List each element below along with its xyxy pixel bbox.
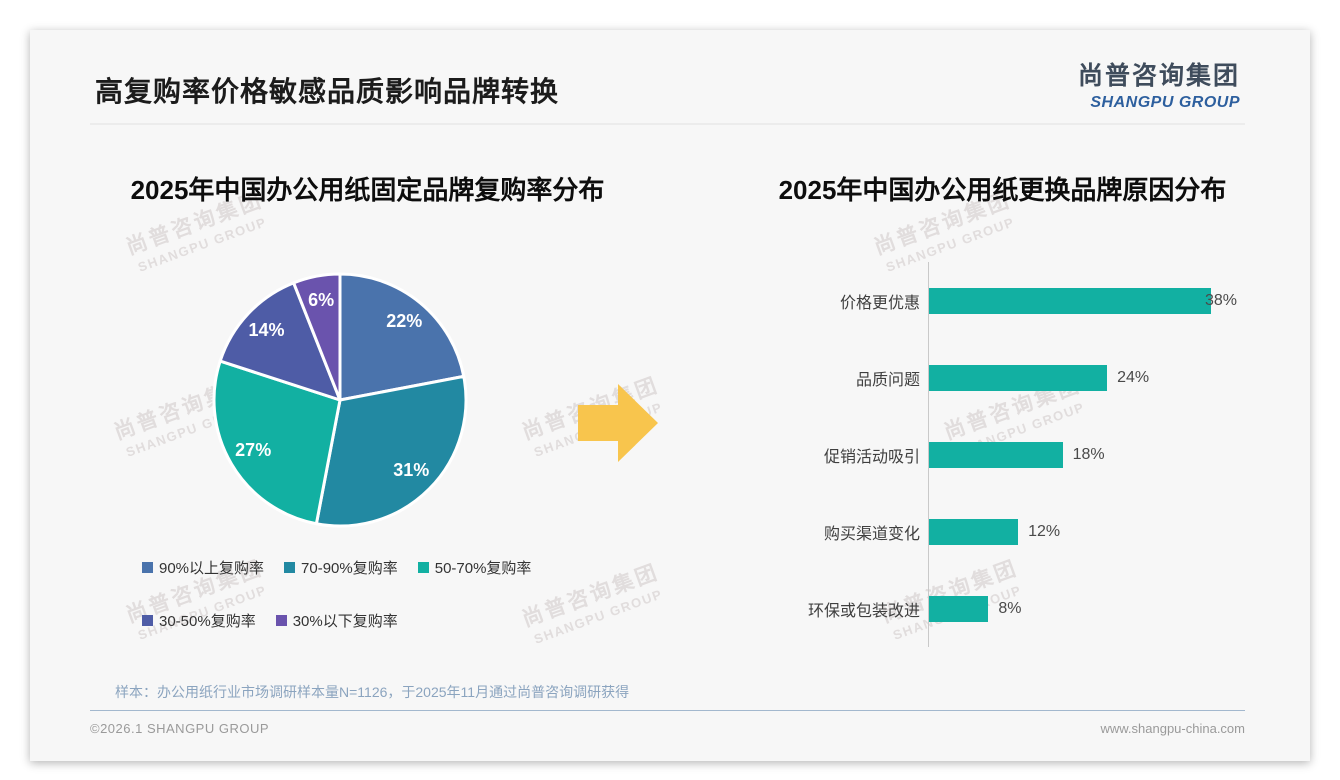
pie-slice-label: 6% [308, 290, 334, 310]
bar-fill [929, 287, 1211, 314]
pie-legend: 90%以上复购率 70-90%复购率 50-70%复购率 30-50%复购率 30%以下… [142, 557, 597, 631]
legend-swatch [417, 562, 429, 573]
bar-row: 促销活动吸引 18% [755, 416, 1255, 493]
bar-row: 购买渠道变化 12% [755, 493, 1255, 570]
pie-chart: 22% 31% 27% 14% 6% [212, 272, 468, 528]
bar-value-label: 18% [1072, 445, 1105, 463]
bar-chart: 价格更优惠 38% 品质问题 24% 促销活动吸引 18% 购买渠道变化 12% 环保或包装改进… [755, 262, 1255, 647]
bar-chart-rows: 价格更优惠 38% 品质问题 24% 促销活动吸引 18% 购买渠道变化 12% 环保或包装改进… [755, 262, 1255, 647]
bar-chart-title: 2025年中国办公用纸更换品牌原因分布 [778, 175, 1227, 205]
legend-swatch [142, 562, 153, 573]
footer-website: www.shangpu-china.com [1100, 721, 1245, 736]
bar-row: 价格更优惠 38% [755, 262, 1255, 339]
bar-fill [929, 518, 1019, 545]
pie-slice-label: 27% [235, 440, 271, 460]
bar-chart-axis [928, 262, 929, 647]
bar-value-label: 38% [1205, 291, 1238, 309]
legend-label: 90%以上复购率 [159, 560, 265, 577]
legend-item: 50-70%复购率 [417, 557, 532, 578]
pie-slice-label: 22% [386, 311, 422, 331]
legend-item: 90%以上复购率 [142, 557, 264, 578]
title-divider [90, 123, 1245, 125]
legend-label: 70-90%复购率 [301, 560, 398, 577]
sample-note: 样本：办公用纸行业市场调研样本量N=1126，于2025年11月通过尚普咨询调研… [115, 684, 630, 700]
bar-category-label: 环保或包装改进 [807, 602, 920, 620]
pie-slice [292, 272, 342, 402]
footer-copyright: ©2026.1 SHANGPU GROUP [90, 721, 270, 736]
legend-label: 30%以下复购率 [292, 613, 398, 630]
bar-category-label: 品质问题 [855, 371, 920, 389]
bar-row: 品质问题 24% [755, 339, 1255, 416]
right-arrow-icon [578, 384, 658, 462]
footer-divider [90, 710, 1245, 711]
legend-item: 30%以下复购率 [275, 610, 398, 631]
bar-fill [929, 595, 989, 622]
legend-swatch [142, 615, 153, 626]
logo-cn-text: 尚普咨询集团 [1077, 62, 1240, 90]
logo: 尚普咨询集团 SHANGPU GROUP [1078, 56, 1240, 112]
legend-item: 30-50%复购率 [142, 610, 256, 631]
legend-swatch [284, 562, 296, 573]
pie-slice [314, 374, 468, 528]
pie-slice [212, 359, 342, 526]
bar-category-label: 购买渠道变化 [823, 525, 920, 543]
legend-label: 30-50%复购率 [159, 613, 256, 630]
pie-slice-label: 14% [248, 320, 284, 340]
bar-row: 环保或包装改进 8% [755, 570, 1255, 647]
bar-fill [929, 364, 1108, 391]
logo-en-text: SHANGPU GROUP [1090, 94, 1240, 111]
pie-slice [338, 272, 466, 402]
page-title: 高复购率价格敏感品质影响品牌转换 [95, 76, 560, 107]
bar-track: 38% [929, 287, 1255, 314]
legend-swatch [275, 615, 287, 626]
bar-value-label: 24% [1117, 368, 1150, 386]
bar-category-label: 促销活动吸引 [823, 448, 920, 466]
pie-chart-title: 2025年中国办公用纸固定品牌复购率分布 [130, 175, 605, 205]
slide-card: 尚普咨询集团 SHANGPU GROUP 尚普咨询集团 SHANGPU GROUP 尚普… [30, 30, 1310, 761]
bar-category-label: 价格更优惠 [839, 294, 920, 312]
bar-track: 18% [929, 441, 1255, 468]
pie-slice-label: 31% [393, 460, 429, 480]
bar-value-label: 8% [998, 599, 1022, 617]
legend-item: 70-90%复购率 [284, 557, 398, 578]
bar-track: 12% [929, 518, 1255, 545]
bar-track: 8% [929, 595, 1255, 622]
pie-slice [218, 281, 342, 402]
legend-label: 50-70%复购率 [434, 560, 532, 577]
bar-fill [929, 441, 1063, 468]
bar-track: 24% [929, 364, 1255, 391]
bar-value-label: 12% [1028, 522, 1061, 540]
